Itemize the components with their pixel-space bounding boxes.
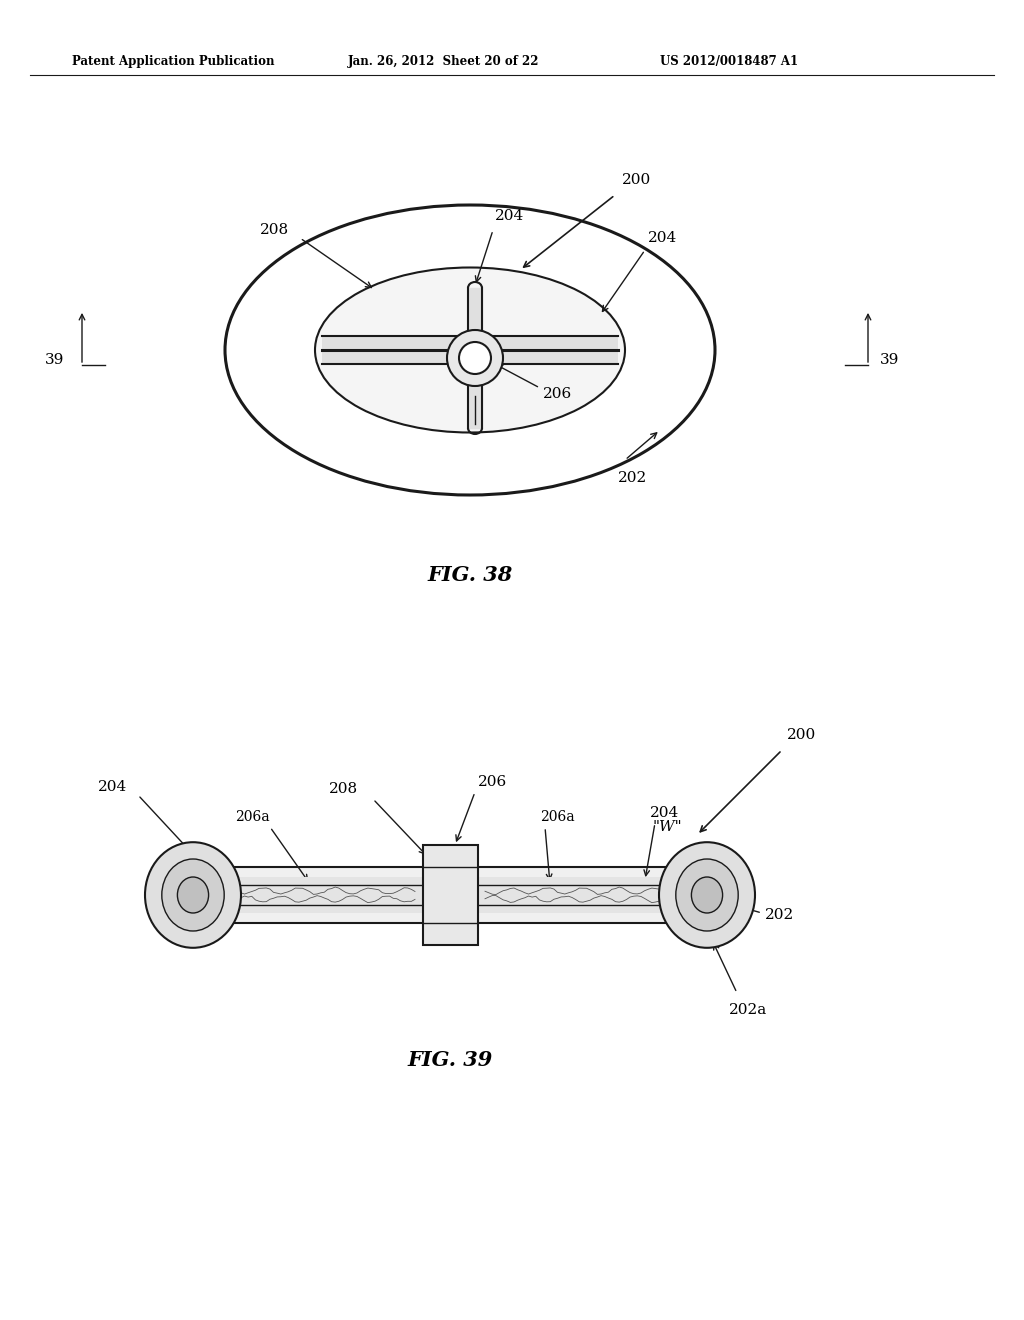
Ellipse shape [659, 842, 755, 948]
Bar [477, 867, 707, 923]
Ellipse shape [162, 859, 224, 931]
Text: 202a: 202a [729, 1003, 767, 1016]
Text: 200: 200 [787, 729, 816, 742]
Circle shape [459, 342, 490, 374]
Text: 39: 39 [45, 352, 65, 367]
Ellipse shape [691, 876, 723, 913]
Bar [322, 337, 618, 364]
Bar [423, 845, 478, 945]
Text: 204: 204 [648, 231, 677, 246]
Ellipse shape [177, 876, 209, 913]
Text: 206: 206 [543, 387, 572, 401]
Text: FIG. 39: FIG. 39 [408, 1049, 493, 1071]
Text: Jan. 26, 2012  Sheet 20 of 22: Jan. 26, 2012 Sheet 20 of 22 [348, 55, 540, 69]
Bar [193, 867, 423, 923]
Text: 206: 206 [478, 775, 507, 789]
Bar [193, 876, 423, 913]
Text: 208: 208 [329, 781, 358, 796]
Ellipse shape [225, 205, 715, 495]
Text: 202: 202 [765, 908, 795, 921]
Text: US 2012/0018487 A1: US 2012/0018487 A1 [660, 55, 798, 69]
Text: "W": "W" [652, 820, 682, 834]
Circle shape [447, 330, 503, 385]
Text: 204: 204 [495, 209, 524, 223]
Bar [477, 876, 707, 913]
Text: 202: 202 [618, 471, 647, 484]
Text: 200: 200 [622, 173, 651, 187]
Text: 204: 204 [650, 807, 679, 820]
Text: 39: 39 [881, 352, 900, 367]
Ellipse shape [676, 859, 738, 931]
Ellipse shape [315, 268, 625, 433]
Text: 208: 208 [260, 223, 289, 238]
Text: 206a: 206a [540, 810, 574, 824]
Text: 206a: 206a [234, 810, 269, 824]
Ellipse shape [145, 842, 241, 948]
Text: Patent Application Publication: Patent Application Publication [72, 55, 274, 69]
Text: 204: 204 [98, 780, 127, 795]
Text: FIG. 38: FIG. 38 [427, 565, 513, 585]
